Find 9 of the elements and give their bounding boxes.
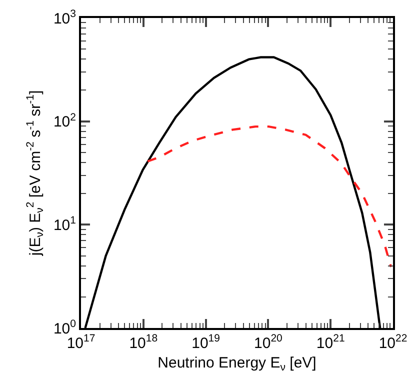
x-tick-label: 10$^{19}$: [192, 332, 220, 352]
x-tick-label: 10$^{20}$: [254, 332, 283, 352]
y-tick-label: 10$^{2}$: [53, 111, 76, 131]
x-tick-label: 10$^{18}$: [129, 332, 158, 352]
x-axis-title: Neutrino Energy E$_{ν}$ [eV]: [158, 354, 316, 374]
y-tick-label: 10$^{1}$: [53, 214, 76, 234]
x-tick-label: 10$^{21}$: [316, 332, 345, 352]
x-tick-label: 10$^{22}$: [378, 332, 408, 352]
y-tick-label: 10$^{3}$: [53, 8, 76, 28]
